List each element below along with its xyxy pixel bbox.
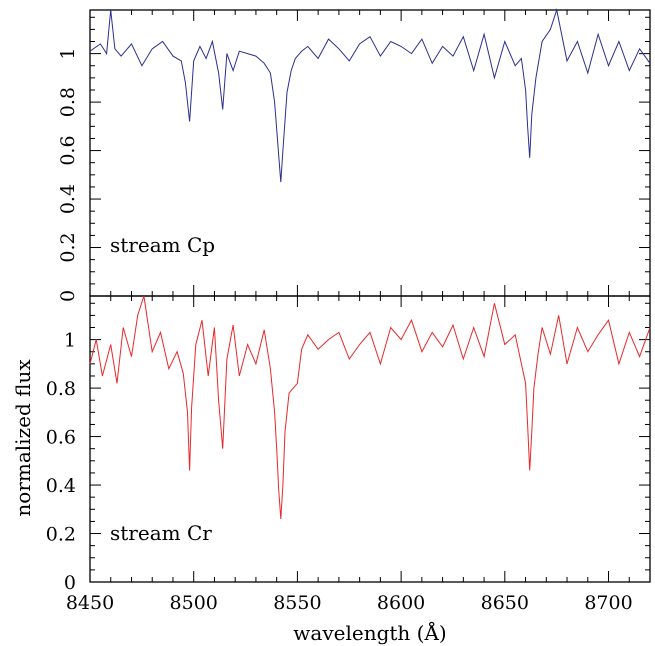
y-tick-label: 0.4 [57,184,79,214]
y-tick-label: 0.2 [46,524,76,546]
y-tick-label: 0.8 [46,378,76,400]
panel-top: 0 0.2 0.4 0.6 0.8 1 stream Cp [57,8,651,302]
panel-top-ticks [89,10,651,297]
panel-label-stream-cr: stream Cr [110,521,212,545]
spectrum-line-stream-cp [89,8,651,183]
x-tick-label: 8450 [66,592,114,614]
y-tick-label: 0.2 [57,232,79,262]
x-tick-label: 8500 [170,592,218,614]
panel-top-y-tick-labels: 0 0.2 0.4 0.6 0.8 1 [57,48,79,302]
panel-bottom-ticks [89,296,651,583]
y-axis-title: normalized flux [11,359,35,517]
panel-label-stream-cp: stream Cp [110,233,215,257]
x-tick-label: 8700 [584,592,632,614]
x-tick-label: 8600 [377,592,425,614]
y-tick-label: 0 [64,572,76,594]
y-tick-label: 1 [57,48,79,60]
y-tick-label: 0.4 [46,475,76,497]
x-tick-label: 8650 [481,592,529,614]
panel-bottom-y-tick-labels: 0 0.2 0.4 0.6 0.8 1 [46,330,76,594]
x-tick-label: 8550 [273,592,321,614]
x-tick-labels: 8450 8500 8550 8600 8650 8700 [66,592,633,614]
panel-bottom: 0 0.2 0.4 0.6 0.8 1 stream Cr [46,295,651,594]
spectrum-line-stream-cr [89,295,651,520]
y-tick-label: 0.6 [46,427,76,449]
y-tick-label: 1 [64,330,76,352]
y-tick-label: 0.6 [57,135,79,165]
y-tick-label: 0 [57,290,79,302]
y-tick-label: 0.8 [57,87,79,117]
x-axis-title: wavelength (Å) [293,620,446,645]
panel-bottom-frame [89,295,651,583]
